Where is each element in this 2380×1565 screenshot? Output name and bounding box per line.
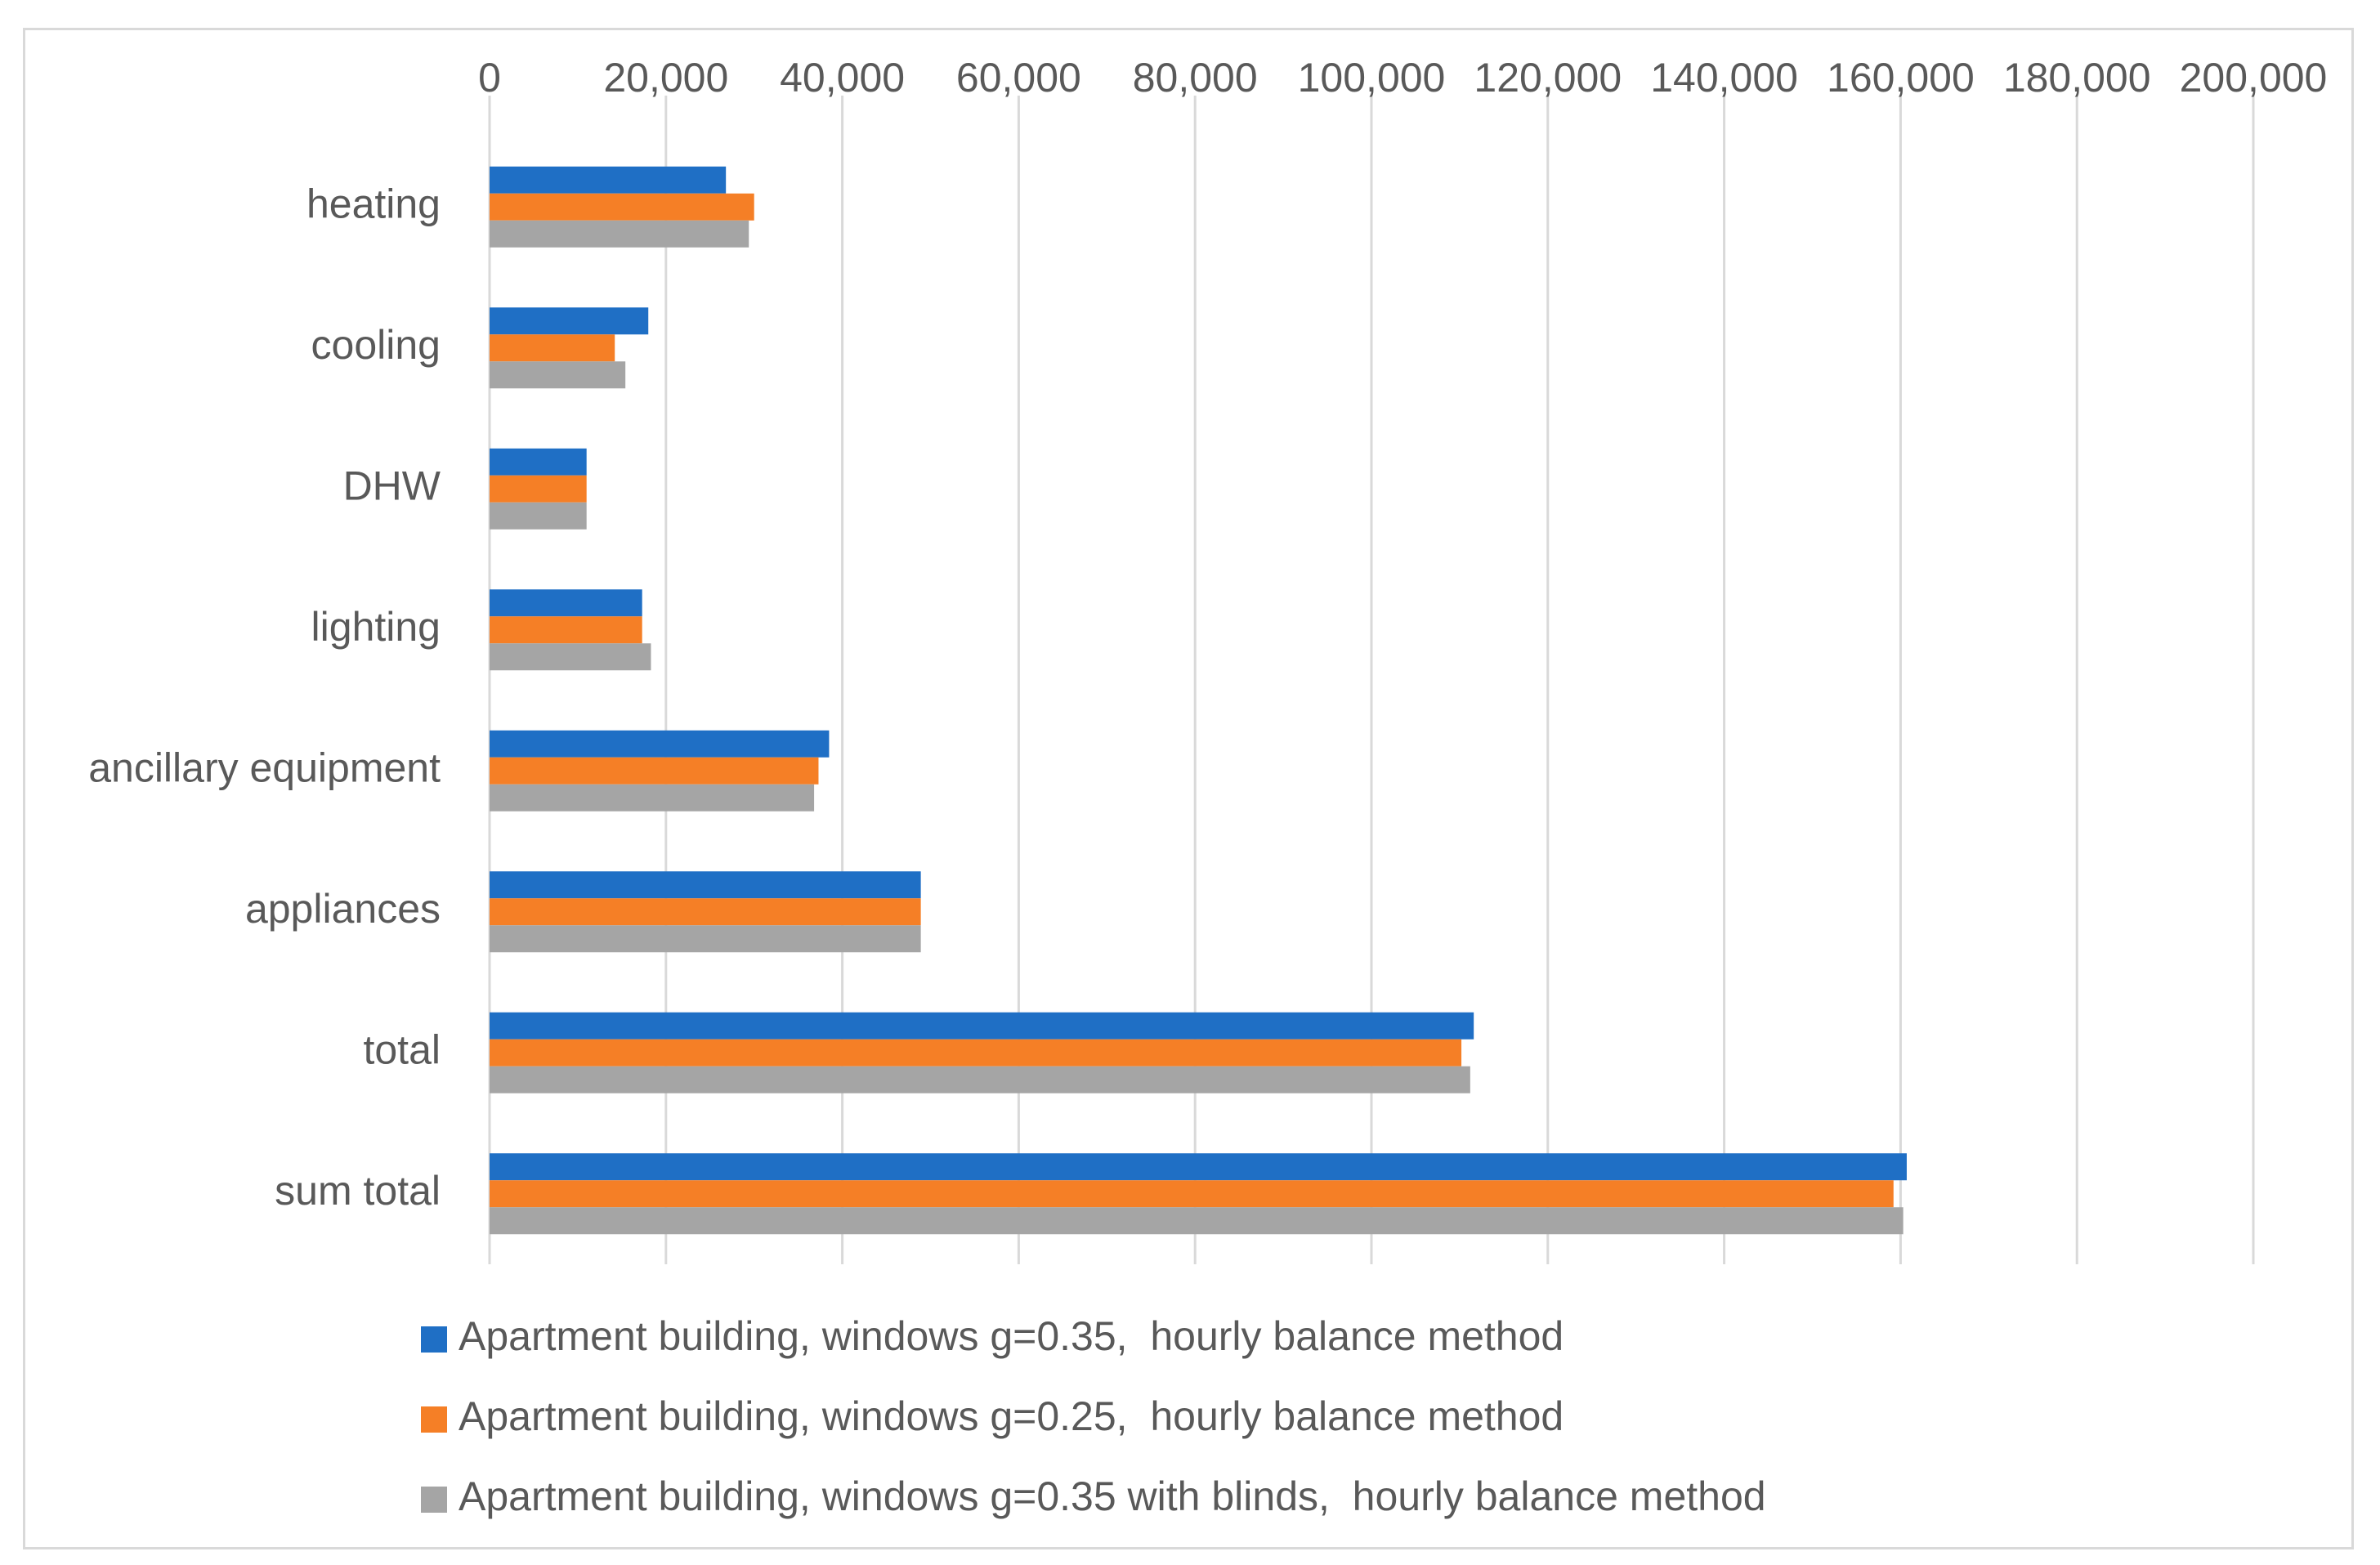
bar xyxy=(490,334,615,362)
legend-entry: Apartment building, windows g=0.35 with … xyxy=(459,1473,1766,1519)
bar xyxy=(490,898,921,926)
bar xyxy=(490,925,921,953)
category-label: sum total xyxy=(275,1168,441,1214)
x-tick-label: 180,000 xyxy=(2003,55,2151,101)
bar xyxy=(490,589,642,617)
category-label: cooling xyxy=(311,322,441,368)
category-label: ancillary equipment xyxy=(88,744,441,790)
bar xyxy=(490,361,626,389)
bar xyxy=(490,1066,1470,1093)
legend-entry: Apartment building, windows g=0.25, hour… xyxy=(459,1393,1564,1439)
x-tick-label: 60,000 xyxy=(956,55,1081,101)
chart-area: 0 20,000 40,000 60,000 80,000 100,000 120,000 1… xyxy=(23,28,2354,1549)
bar xyxy=(490,784,815,812)
category-label: heating xyxy=(306,181,441,226)
x-tick-label: 20,000 xyxy=(603,55,728,101)
bar xyxy=(490,757,819,785)
bar xyxy=(490,220,749,248)
bar xyxy=(490,1207,1904,1235)
bar xyxy=(490,1012,1474,1040)
bar xyxy=(490,1180,1894,1208)
bar xyxy=(490,166,727,194)
legend-swatch xyxy=(421,1487,447,1513)
x-tick-label: 120,000 xyxy=(1474,55,1622,101)
legend-swatch xyxy=(421,1326,447,1353)
bar xyxy=(490,448,587,476)
bar xyxy=(490,1039,1462,1066)
bar xyxy=(490,616,642,644)
bar xyxy=(490,307,649,335)
bar xyxy=(490,643,651,671)
bar xyxy=(490,871,921,899)
legend-swatch xyxy=(421,1406,447,1433)
bar xyxy=(490,730,830,758)
bar-chart: 0 20,000 40,000 60,000 80,000 100,000 120,000 1… xyxy=(88,55,2328,1519)
category-label: lighting xyxy=(311,604,441,650)
legend-entry: Apartment building, windows g=0.35, hour… xyxy=(459,1313,1564,1359)
x-tick-label: 40,000 xyxy=(780,55,905,101)
x-tick-label: 200,000 xyxy=(2180,55,2328,101)
category-label: DHW xyxy=(343,463,441,508)
category-label: total xyxy=(363,1026,441,1072)
x-tick-label: 0 xyxy=(478,55,501,101)
x-tick-label: 80,000 xyxy=(1133,55,1258,101)
category-label: appliances xyxy=(245,886,441,932)
bar xyxy=(490,193,754,221)
x-tick-label: 100,000 xyxy=(1298,55,1446,101)
x-tick-label: 160,000 xyxy=(1827,55,1975,101)
bar xyxy=(490,475,587,503)
bar xyxy=(490,502,587,530)
bar xyxy=(490,1153,1907,1181)
x-tick-label: 140,000 xyxy=(1650,55,1798,101)
